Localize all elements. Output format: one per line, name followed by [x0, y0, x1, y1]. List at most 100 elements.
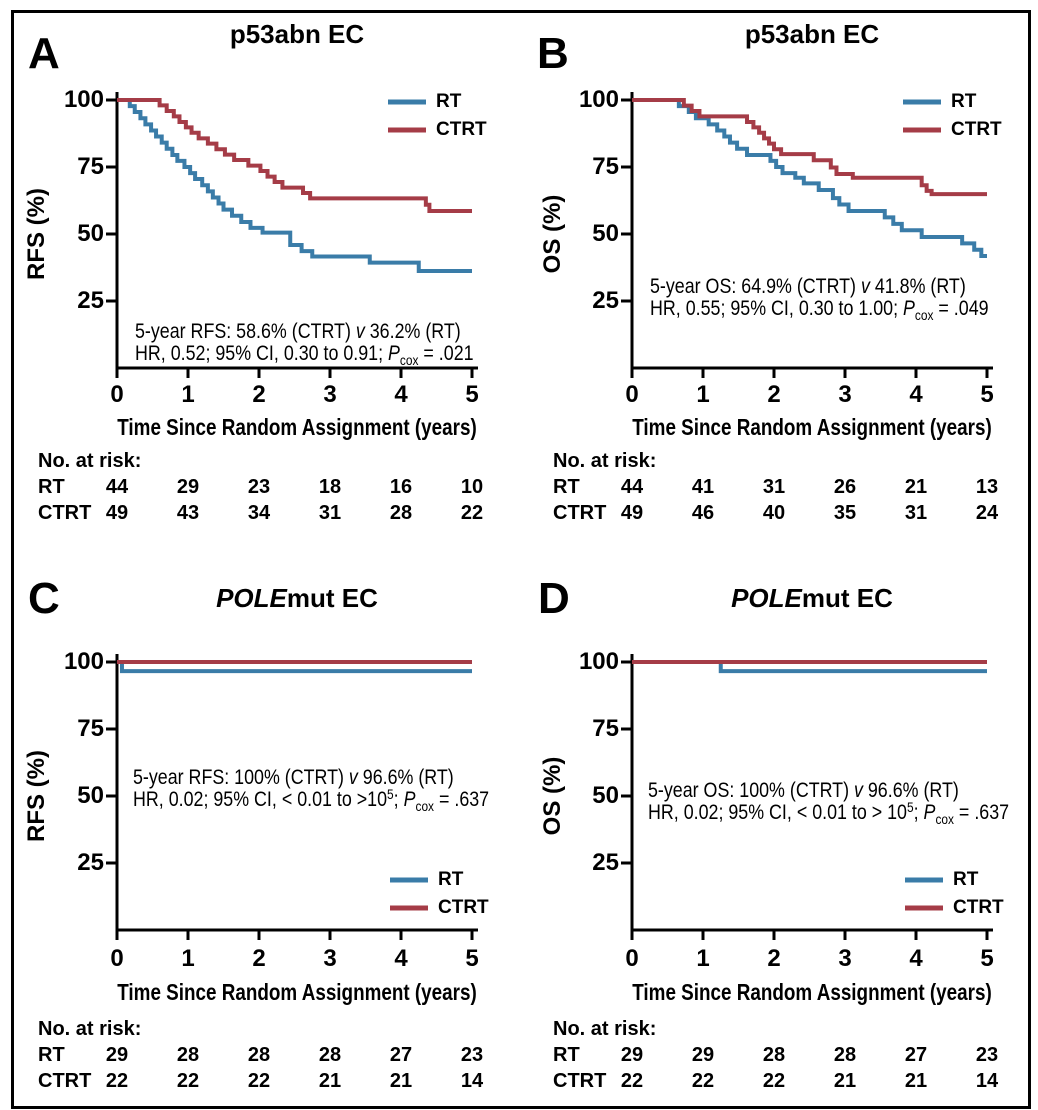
legend-label: RT: [953, 869, 979, 890]
title-part: p53abn EC: [744, 19, 880, 49]
risk-value: 28: [762, 1044, 786, 1066]
risk-table-header: No. at risk:: [553, 450, 657, 472]
axes-panel-a: [115, 92, 478, 370]
risk-row-label: RT: [553, 476, 580, 498]
risk-value: 44: [620, 476, 644, 498]
risk-row-label: CTRT: [38, 1070, 92, 1092]
annotation-segment: P: [903, 296, 915, 320]
panel-title: POLEmut EC: [97, 584, 497, 613]
risk-row-label: RT: [38, 476, 65, 498]
risk-value: 21: [833, 1070, 857, 1092]
risk-value: 44: [105, 476, 129, 498]
legend-label: RT: [951, 91, 977, 112]
x-tick-label: 0: [110, 945, 124, 972]
annotation-segment: ;: [393, 787, 404, 811]
annotation-segment: 36.2% (RT): [364, 320, 461, 343]
x-tick-label: 4: [394, 945, 408, 972]
x-tick-label: 3: [323, 381, 337, 408]
y-axis-label: RFS (%): [23, 188, 50, 280]
annotation-segment: 5: [906, 798, 914, 815]
annotation-line: 5-year RFS: 58.6% (CTRT) v 36.2% (RT): [135, 321, 474, 343]
risk-value: 23: [247, 476, 271, 498]
risk-value: 28: [247, 1044, 271, 1066]
risk-value: 28: [389, 502, 413, 524]
risk-value: 49: [105, 502, 129, 524]
x-axis-label: Time Since Random Assignment (years): [632, 979, 992, 1005]
risk-value: 21: [318, 1070, 342, 1092]
title-part: mut EC: [801, 583, 893, 613]
risk-value: 22: [620, 1070, 644, 1092]
x-axis-label: Time Since Random Assignment (years): [117, 979, 477, 1005]
annotation-line: HR, 0.02; 95% CI, < 0.01 to >105; Pcox =…: [133, 787, 490, 814]
risk-value: 21: [904, 1070, 928, 1092]
annotation-segment: P: [388, 341, 400, 365]
x-tick-label: 2: [767, 381, 781, 408]
legend-label: CTRT: [951, 119, 1002, 140]
annotation-segment: HR, 0.52; 95% CI, 0.30 to 0.91;: [135, 341, 389, 365]
risk-table-header: No. at risk:: [553, 1018, 657, 1040]
risk-value: 27: [389, 1044, 413, 1066]
x-tick-label: 1: [181, 381, 195, 408]
legend-label: RT: [438, 869, 464, 890]
annotation-segment: cox: [399, 351, 419, 368]
risk-value: 24: [975, 502, 999, 524]
curve-ctrt-panel-a: [117, 98, 472, 213]
risk-value: 28: [176, 1044, 200, 1066]
risk-value: 26: [833, 476, 857, 498]
risk-value: 49: [620, 502, 644, 524]
risk-value: 23: [460, 1044, 484, 1066]
annotation-line: HR, 0.52; 95% CI, 0.30 to 0.91; Pcox = .…: [135, 341, 474, 368]
panel-letter: A: [28, 29, 60, 78]
x-tick-label: 5: [980, 381, 994, 408]
x-tick-label: 3: [323, 945, 337, 972]
axes-panel-b: [630, 92, 993, 370]
annotation-line: 5-year RFS: 100% (CTRT) v 96.6% (RT): [133, 767, 489, 789]
stats-annotation: 5-year OS: 100% (CTRT) v 96.6% (RT) HR, 0…: [648, 780, 1009, 826]
curve-rt-panel-a: [117, 98, 472, 273]
stats-annotation: 5-year RFS: 58.6% (CTRT) v 36.2% (RT) HR,…: [135, 321, 474, 368]
risk-value: 14: [460, 1070, 484, 1092]
annotation-segment: P: [403, 787, 416, 811]
axes-panel-d: [630, 654, 993, 932]
x-tick-label: 5: [465, 945, 479, 972]
axes-panel-c: [115, 654, 478, 932]
risk-value: 14: [975, 1070, 999, 1092]
panel-title: p53abn EC: [97, 20, 497, 49]
x-tick-label: 5: [980, 945, 994, 972]
y-tick-label: 75: [592, 153, 619, 180]
x-tick-label: 1: [696, 945, 710, 972]
y-tick-label: 50: [592, 782, 619, 809]
y-tick-label: 100: [578, 86, 619, 113]
annotation-segment: v: [348, 766, 358, 789]
risk-table-header: No. at risk:: [38, 1018, 142, 1040]
x-tick-label: 4: [394, 381, 408, 408]
annotation-segment: v: [355, 320, 365, 343]
risk-value: 29: [176, 476, 200, 498]
ticks-panel-a: [106, 98, 474, 378]
panel-letter: B: [537, 29, 569, 78]
y-tick-label: 75: [77, 715, 104, 742]
annotation-segment: 5-year RFS: 100% (CTRT): [133, 766, 349, 789]
annotation-line: HR, 0.55; 95% CI, 0.30 to 1.00; Pcox = .…: [650, 296, 989, 321]
x-tick-label: 0: [625, 945, 639, 972]
curve-ctrt-panel-b: [632, 98, 987, 197]
risk-value: 22: [105, 1070, 129, 1092]
x-tick-label: 2: [767, 945, 781, 972]
x-tick-label: 5: [465, 381, 479, 408]
legend-label: CTRT: [438, 897, 489, 918]
risk-row-label: CTRT: [553, 502, 607, 524]
x-tick-label: 0: [110, 381, 124, 408]
annotation-line: HR, 0.02; 95% CI, < 0.01 to > 105; Pcox …: [648, 798, 1009, 826]
risk-value: 22: [691, 1070, 715, 1092]
annotation-segment: = .637: [434, 787, 490, 811]
x-tick-label: 4: [909, 945, 923, 972]
risk-value: 34: [247, 502, 271, 524]
risk-value: 22: [762, 1070, 786, 1092]
annotation-segment: 5-year RFS: 58.6% (CTRT): [135, 320, 356, 343]
annotation-segment: cox: [415, 797, 435, 814]
annotation-segment: 96.6% (RT): [357, 766, 454, 789]
title-part: POLE: [731, 583, 802, 613]
risk-value: 28: [318, 1044, 342, 1066]
x-tick-label: 3: [838, 945, 852, 972]
